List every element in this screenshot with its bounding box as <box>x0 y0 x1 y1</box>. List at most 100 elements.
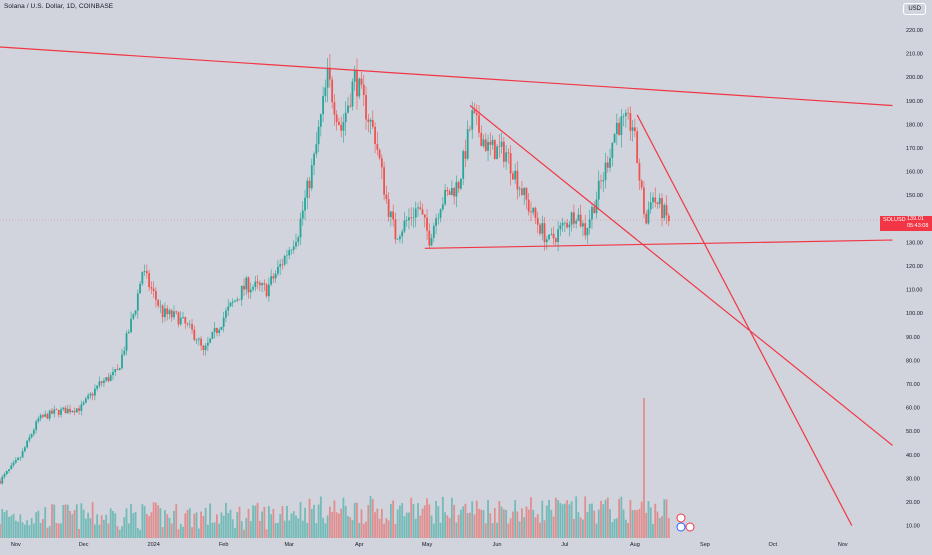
candle-body <box>618 122 620 135</box>
candle-body <box>543 223 546 243</box>
candle-body <box>256 281 259 283</box>
candlesticks <box>0 53 670 485</box>
volume-bar <box>441 496 444 538</box>
candle-body <box>365 95 367 120</box>
candle-body <box>457 182 460 189</box>
volume-bar <box>453 504 456 538</box>
candle-body <box>575 220 578 224</box>
volume-bar <box>28 525 31 538</box>
candle-body <box>60 409 62 415</box>
price-tick-label: 150.00 <box>906 193 923 199</box>
price-axis[interactable]: 220.00 210.00 200.00 190.00 180.00 170.00 160.… <box>906 28 923 530</box>
volume-bar <box>93 524 96 538</box>
volume-bar <box>184 513 187 538</box>
trendline-upper-resistance[interactable] <box>0 46 893 107</box>
candle-body <box>661 197 663 219</box>
candle-body <box>561 222 564 226</box>
volume-bar <box>100 515 103 538</box>
candle-body <box>105 377 108 381</box>
currency-button[interactable]: USD <box>903 3 926 15</box>
volume-bar <box>265 529 268 538</box>
trendline-support[interactable] <box>424 239 893 249</box>
volume-bar <box>385 518 388 538</box>
candle-body <box>588 219 591 229</box>
event-marker-icon <box>676 513 686 523</box>
volume-bar <box>631 510 634 538</box>
volume-bar <box>225 502 227 538</box>
candle-body <box>186 323 189 325</box>
price-tick-label: 50.00 <box>906 429 920 435</box>
candle-body <box>283 255 286 265</box>
time-axis[interactable]: Nov Dec 2024 Feb Mar Apr May Jun Jul Aug Sep Oct Nov <box>11 542 848 548</box>
volume-bar <box>159 507 162 538</box>
volume-bar <box>432 523 435 538</box>
volume-bar <box>371 499 374 538</box>
candle-body <box>202 345 205 350</box>
candle-body <box>48 410 51 419</box>
chart-title: Solana / U.S. Dollar, 1D, COINBASE <box>4 3 114 10</box>
volume-bar <box>216 514 218 538</box>
volume-bar <box>297 518 300 538</box>
candle-body <box>367 119 370 122</box>
candle-body <box>516 170 519 190</box>
candle-body <box>225 310 227 318</box>
volume-bar <box>362 523 365 538</box>
volume-bar <box>213 522 216 538</box>
volume-bar <box>315 523 318 538</box>
candle-body <box>258 282 261 286</box>
candle-body <box>478 115 480 133</box>
candle-body <box>552 233 555 239</box>
volume-bar <box>14 520 17 538</box>
volume-bar <box>374 512 376 538</box>
volume-bar <box>37 510 40 538</box>
volume-bar <box>263 506 266 538</box>
volume-bar <box>229 509 232 538</box>
volume-bar <box>511 511 514 538</box>
candle-body <box>252 287 254 290</box>
candle-body <box>613 134 616 143</box>
volume-bar <box>464 503 467 538</box>
candle-body <box>267 284 270 297</box>
trendlines[interactable] <box>0 46 893 526</box>
volume-bar <box>584 496 587 538</box>
trendline-descending-from-may[interactable] <box>469 105 893 446</box>
volume-bar <box>579 517 582 538</box>
candle-body <box>164 308 166 318</box>
volume-bars <box>0 398 670 538</box>
candle-body <box>342 122 345 131</box>
candle-body <box>245 277 248 290</box>
candle-body <box>166 308 169 315</box>
volume-bar <box>8 516 10 538</box>
candle-body <box>419 207 422 210</box>
volume-bar <box>313 504 315 538</box>
price-tick-label: 20.00 <box>906 500 920 506</box>
candle-body <box>453 188 456 197</box>
volume-bar <box>593 510 596 538</box>
candle-body <box>658 197 661 205</box>
volume-bar <box>145 513 148 538</box>
volume-bar <box>66 504 69 538</box>
candle-body <box>349 105 352 107</box>
volume-bar <box>534 517 537 538</box>
trendline-steep-from-august[interactable] <box>636 114 853 526</box>
volume-bar <box>661 516 663 538</box>
candle-body <box>600 180 602 182</box>
candle-body <box>227 306 230 311</box>
candle-body <box>247 277 250 293</box>
candle-body <box>624 112 627 117</box>
candle-body <box>502 141 505 162</box>
volume-bar <box>78 528 80 538</box>
time-tick-label: May <box>422 542 433 548</box>
candle-body <box>595 199 598 214</box>
candle-body <box>26 440 29 448</box>
volume-bar <box>310 509 313 538</box>
time-tick-label: Nov <box>838 542 848 548</box>
event-markers[interactable] <box>676 513 695 532</box>
time-tick-label: Aug <box>630 542 640 548</box>
candle-body <box>622 116 625 117</box>
price-tick-label: 120.00 <box>906 264 923 270</box>
candle-body <box>602 180 605 182</box>
time-tick-label: 2024 <box>148 542 160 548</box>
